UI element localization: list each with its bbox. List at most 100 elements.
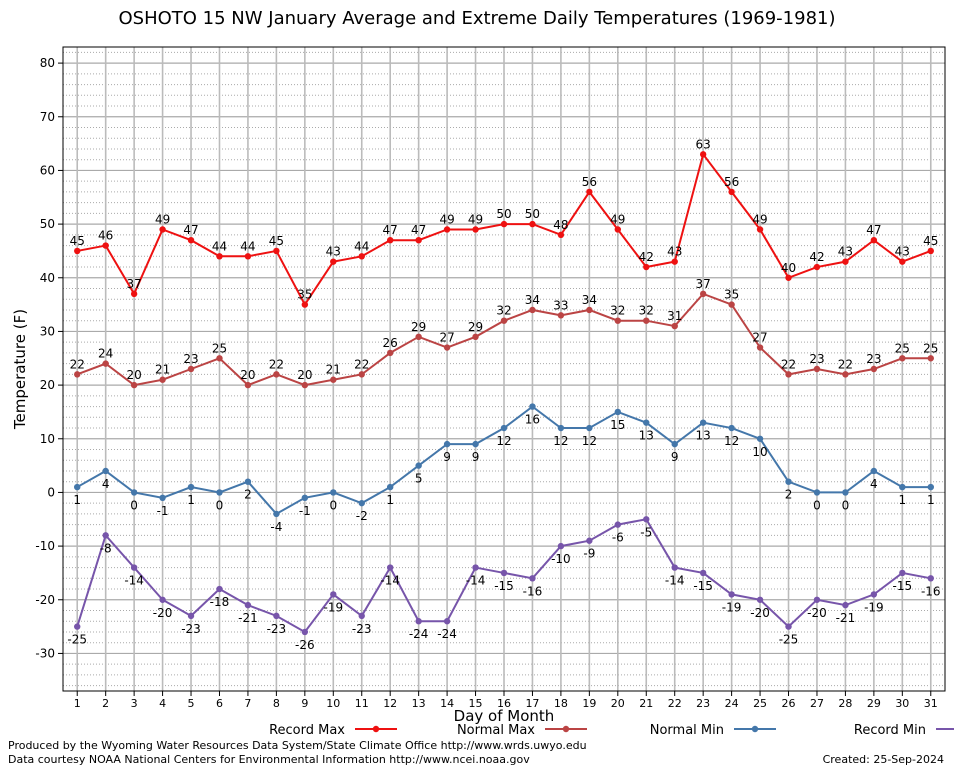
x-tick-label: 12 <box>383 697 397 710</box>
data-label: -15 <box>893 579 913 593</box>
x-tick-label: 26 <box>782 697 796 710</box>
x-tick-label: 6 <box>216 697 223 710</box>
data-point <box>302 301 308 307</box>
data-label: 23 <box>183 352 198 366</box>
data-point <box>273 613 279 619</box>
y-tick-label: 70 <box>40 110 55 124</box>
data-point <box>814 366 820 372</box>
data-point <box>472 226 478 232</box>
data-label: -16 <box>523 584 543 598</box>
data-point <box>415 334 421 340</box>
data-label: 22 <box>70 357 85 371</box>
data-point <box>615 226 621 232</box>
y-tick-label: -20 <box>35 593 55 607</box>
x-tick-label: 14 <box>440 697 454 710</box>
data-label: 34 <box>582 293 597 307</box>
data-point <box>415 618 421 624</box>
data-point <box>302 382 308 388</box>
data-point <box>501 221 507 227</box>
data-point <box>188 613 194 619</box>
data-label: 5 <box>415 472 423 486</box>
data-point <box>359 253 365 259</box>
data-point <box>700 151 706 157</box>
data-label: 23 <box>866 352 881 366</box>
data-point <box>785 275 791 281</box>
data-label: 56 <box>724 175 739 189</box>
data-point <box>472 441 478 447</box>
data-label: 42 <box>639 250 654 264</box>
data-point <box>757 436 763 442</box>
data-label: -4 <box>270 520 282 534</box>
data-label: 43 <box>326 245 341 259</box>
data-label: 0 <box>813 498 821 512</box>
data-point <box>757 226 763 232</box>
data-label: 49 <box>439 212 454 226</box>
data-point <box>501 318 507 324</box>
data-label: -14 <box>380 574 400 588</box>
data-point <box>728 591 734 597</box>
data-point <box>415 462 421 468</box>
data-point <box>102 468 108 474</box>
data-label: -15 <box>494 579 514 593</box>
x-tick-label: 24 <box>725 697 739 710</box>
data-label: 4 <box>102 477 110 491</box>
data-label: 0 <box>216 498 224 512</box>
data-point <box>700 291 706 297</box>
data-point <box>74 484 80 490</box>
data-label: 43 <box>667 245 682 259</box>
data-label: 29 <box>411 320 426 334</box>
x-tick-label: 23 <box>696 697 710 710</box>
legend-swatch-marker <box>373 726 379 732</box>
data-label: -24 <box>437 627 457 641</box>
data-point <box>558 312 564 318</box>
data-label: 1 <box>899 493 907 507</box>
data-label: -19 <box>722 600 742 614</box>
data-point <box>814 264 820 270</box>
data-label: 22 <box>781 357 796 371</box>
data-point <box>899 570 905 576</box>
data-point <box>643 318 649 324</box>
data-label: -10 <box>551 552 571 566</box>
data-point <box>188 237 194 243</box>
data-label: 21 <box>326 363 341 377</box>
data-point <box>728 301 734 307</box>
y-tick-label: 50 <box>40 217 55 231</box>
x-tick-label: 19 <box>582 697 596 710</box>
data-label: -20 <box>153 606 173 620</box>
data-label: -24 <box>409 627 429 641</box>
data-point <box>928 575 934 581</box>
data-point <box>501 570 507 576</box>
data-label: 13 <box>639 429 654 443</box>
data-point <box>302 629 308 635</box>
data-point <box>273 371 279 377</box>
data-point <box>643 516 649 522</box>
data-point <box>359 500 365 506</box>
data-label: 45 <box>269 234 284 248</box>
data-point <box>131 291 137 297</box>
data-point <box>615 318 621 324</box>
data-label: 22 <box>838 357 853 371</box>
data-point <box>672 564 678 570</box>
data-label: 44 <box>354 239 369 253</box>
x-tick-label: 25 <box>753 697 767 710</box>
data-point <box>529 307 535 313</box>
x-tick-label: 30 <box>895 697 909 710</box>
legend-label: Normal Max <box>457 723 535 738</box>
data-label: -23 <box>267 622 287 636</box>
data-label: 63 <box>696 137 711 151</box>
data-point <box>359 613 365 619</box>
data-label: 20 <box>126 368 141 382</box>
y-tick-label: 0 <box>47 485 55 499</box>
data-label: -25 <box>779 633 799 647</box>
data-point <box>700 570 706 576</box>
x-tick-label: 7 <box>244 697 251 710</box>
x-tick-label: 28 <box>838 697 852 710</box>
y-tick-label: 60 <box>40 163 55 177</box>
data-point <box>928 484 934 490</box>
data-label: 24 <box>98 347 113 361</box>
data-label: 32 <box>639 304 654 318</box>
x-tick-label: 10 <box>326 697 340 710</box>
data-label: 46 <box>98 229 113 243</box>
data-point <box>529 403 535 409</box>
